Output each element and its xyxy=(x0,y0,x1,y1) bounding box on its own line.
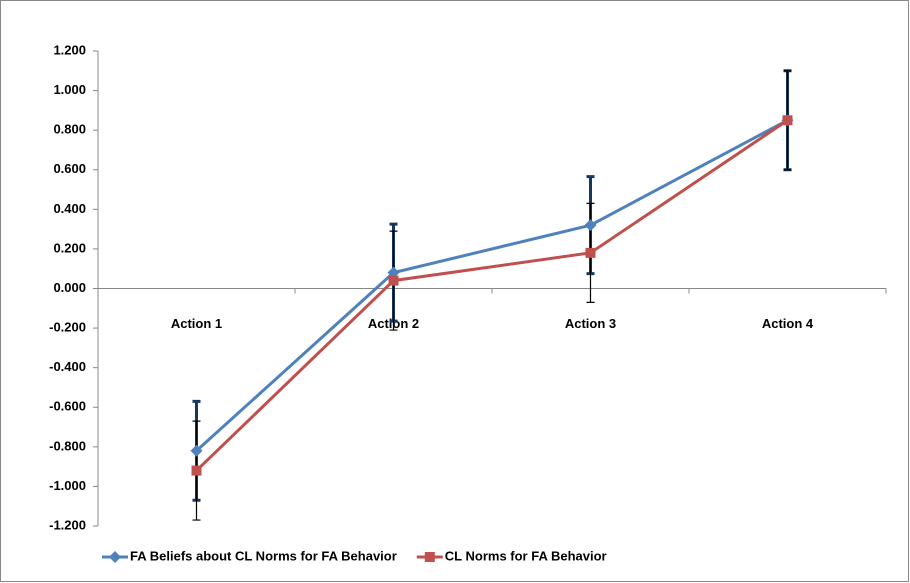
y-tick-label: 0.600 xyxy=(53,161,86,176)
y-tick-label: -0.800 xyxy=(49,438,86,453)
y-tick-label: 0.200 xyxy=(53,240,86,255)
legend-label: FA Beliefs about CL Norms for FA Behavio… xyxy=(130,548,397,563)
y-tick-label: -0.200 xyxy=(49,320,86,335)
y-tick-label: -0.400 xyxy=(49,359,86,374)
marker xyxy=(190,444,203,457)
y-tick-label: 0.400 xyxy=(53,201,86,216)
y-tick-label: -0.600 xyxy=(49,399,86,414)
marker xyxy=(191,465,202,476)
x-tick-label: Action 1 xyxy=(171,316,222,331)
legend-label: CL Norms for FA Behavior xyxy=(445,548,607,563)
line xyxy=(195,118,789,452)
y-tick-label: 1.000 xyxy=(53,82,86,97)
x-tick-label: Action 4 xyxy=(762,316,814,331)
line xyxy=(195,119,789,472)
x-tick-label: Action 3 xyxy=(565,316,616,331)
y-tick-label: -1.000 xyxy=(49,478,86,493)
marker xyxy=(584,219,597,232)
marker xyxy=(585,247,596,258)
marker xyxy=(109,551,121,563)
marker xyxy=(388,275,399,286)
marker xyxy=(424,552,435,562)
y-tick-label: 0.000 xyxy=(53,280,86,295)
y-tick-label: 0.800 xyxy=(53,122,86,137)
y-tick-label: 1.200 xyxy=(53,42,86,57)
y-tick-label: -1.200 xyxy=(49,517,86,532)
marker xyxy=(782,115,793,126)
